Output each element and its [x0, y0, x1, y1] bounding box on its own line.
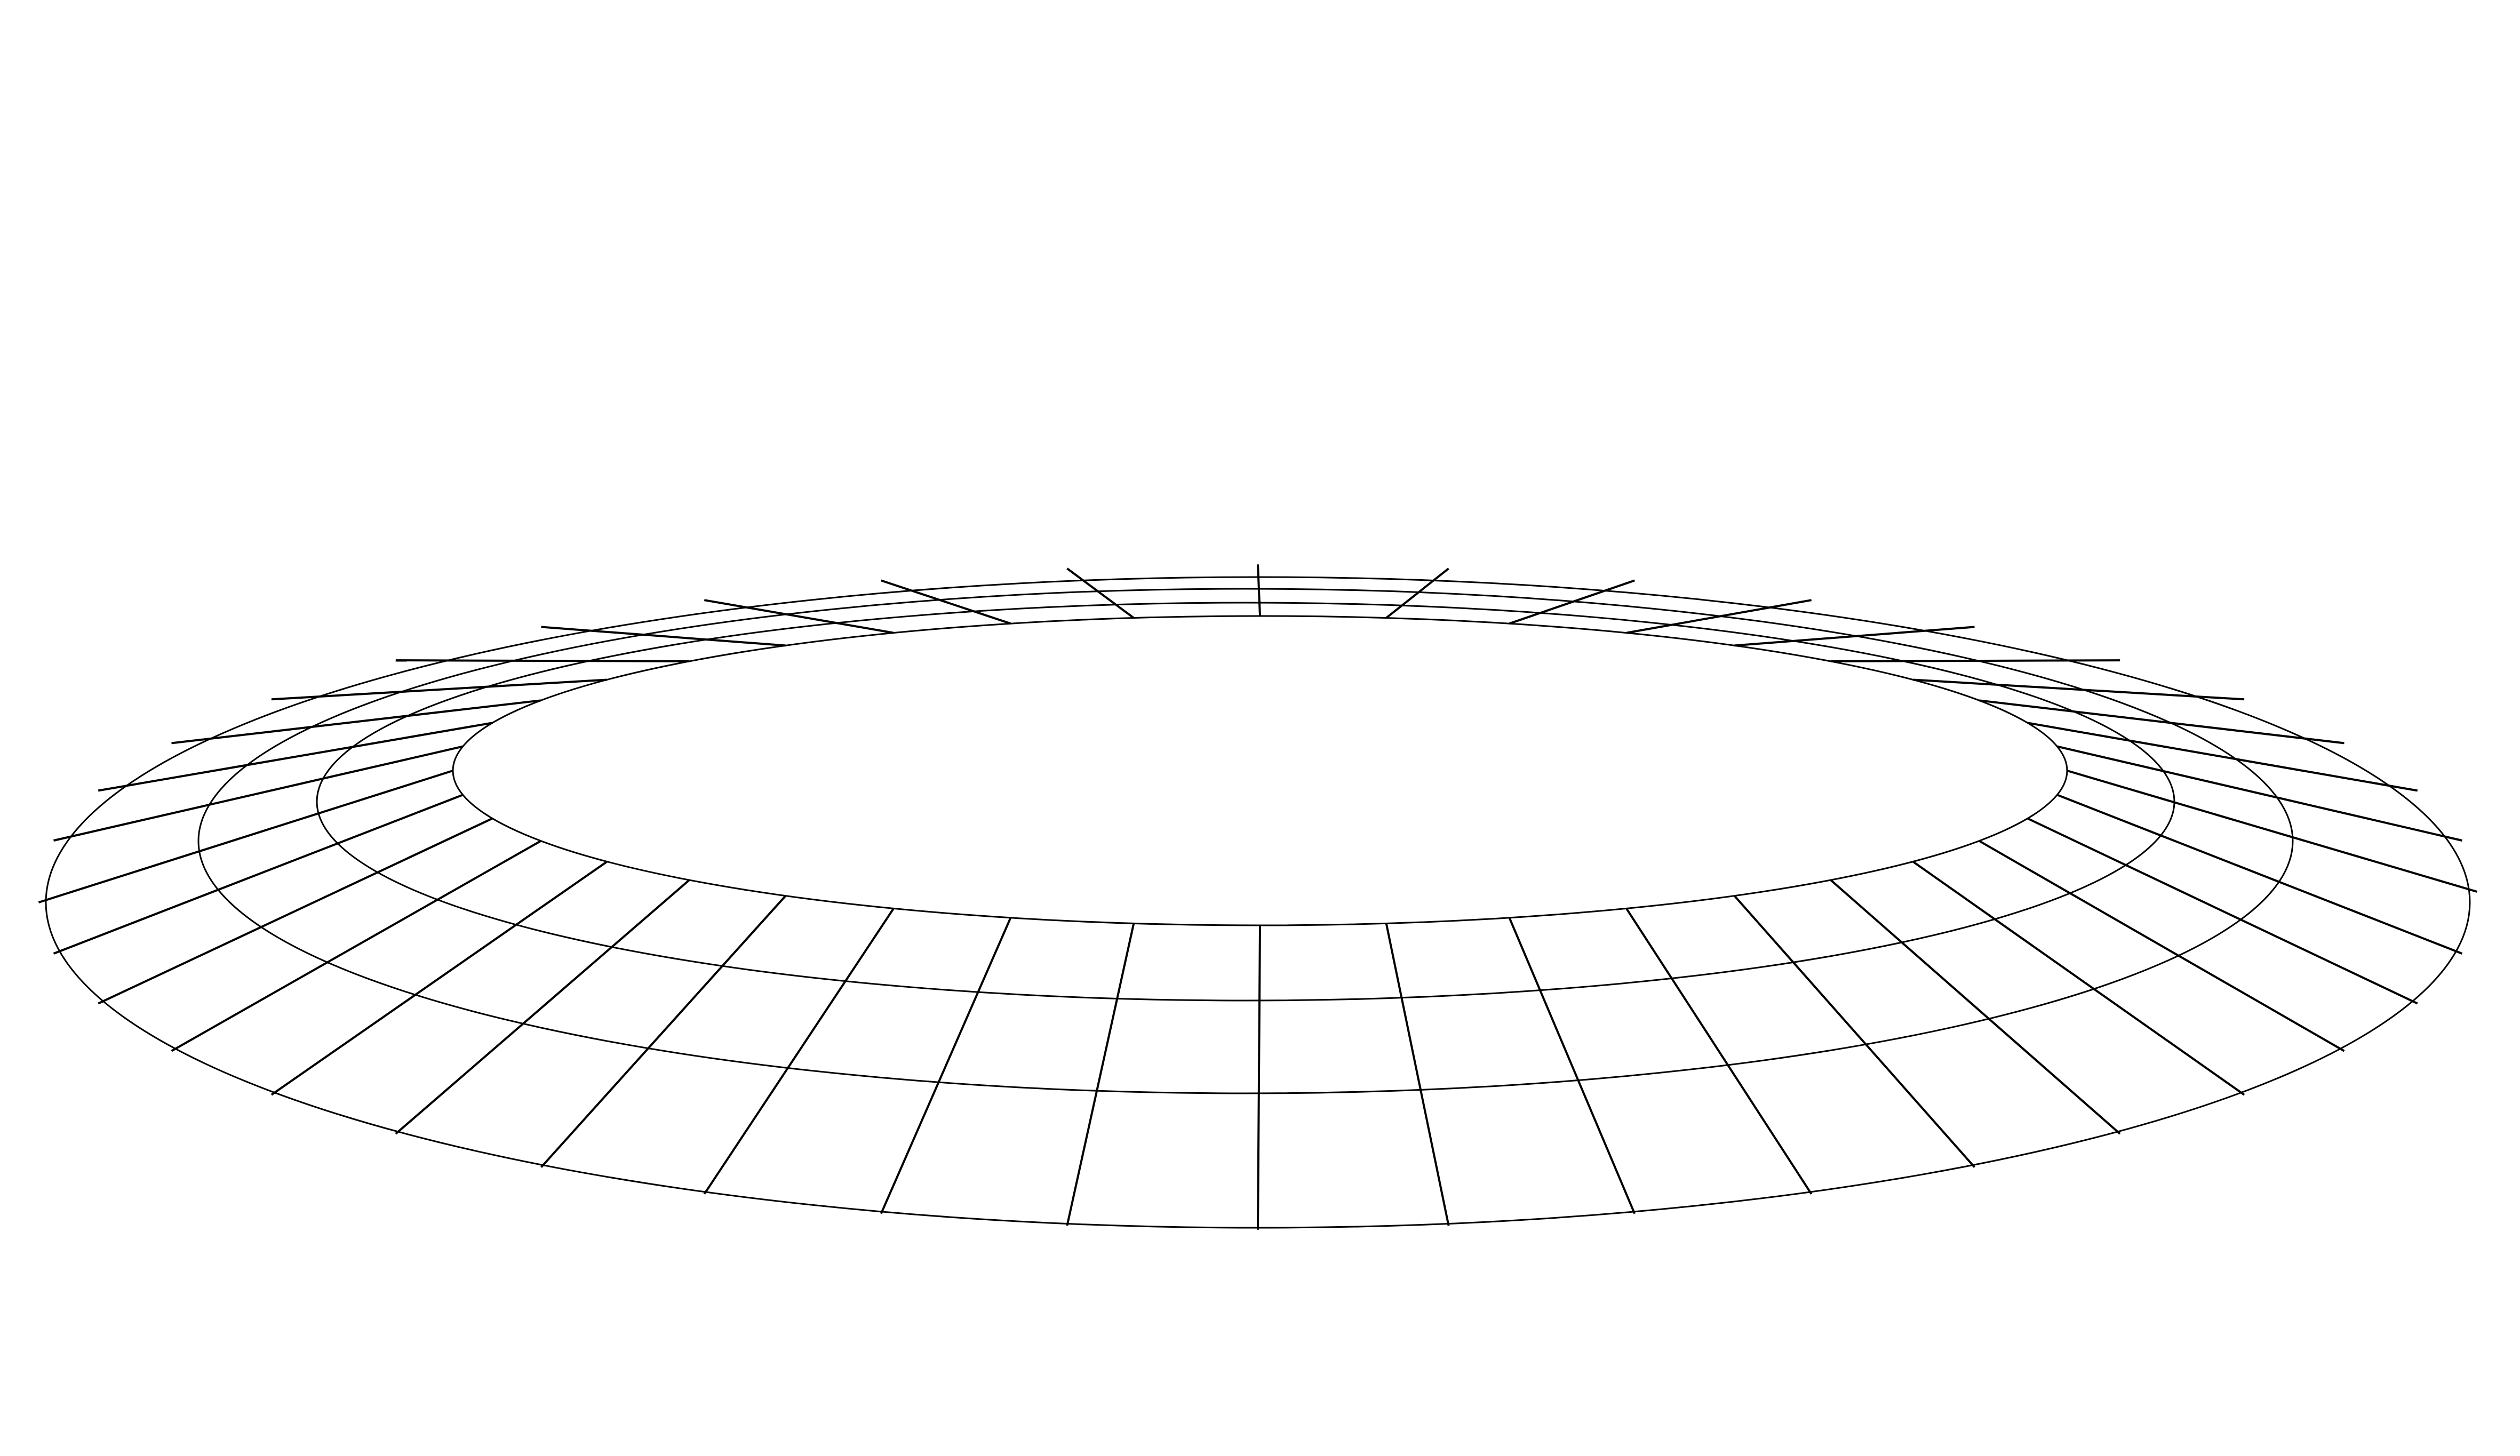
spoke-1 [1257, 925, 1261, 1230]
spoke-11 [38, 770, 453, 903]
spoke-22 [1385, 567, 1449, 619]
spoke-29 [2027, 722, 2418, 792]
ring-3 [197, 588, 2294, 1094]
spoke-10 [53, 794, 464, 955]
spoke-8 [171, 839, 541, 1052]
ring-2 [316, 602, 2175, 1002]
spoke-19 [881, 579, 1011, 625]
ring-1 [452, 615, 2068, 926]
spoke-28 [1979, 699, 2344, 745]
spoke-24 [1626, 599, 1812, 634]
spoke-33 [2027, 817, 2418, 1005]
spoke-16 [395, 659, 690, 662]
spoke-30 [2056, 745, 2462, 842]
spoke-38 [1625, 908, 1813, 1195]
spoke-6 [395, 879, 690, 1135]
spoke-21 [1257, 564, 1261, 617]
spoke-26 [1830, 659, 2120, 662]
spoke-7 [270, 860, 608, 1096]
spoke-31 [2067, 770, 2478, 893]
spoke-3 [880, 917, 1012, 1214]
spoke-5 [540, 895, 787, 1168]
spoke-17 [541, 626, 786, 647]
spoke-15 [271, 678, 608, 701]
spoke-32 [2056, 794, 2463, 955]
spoke-18 [704, 599, 894, 634]
spoke-2 [1066, 923, 1135, 1226]
spoke-27 [1912, 678, 2245, 701]
spoke-20 [1066, 567, 1135, 619]
spoke-23 [1509, 579, 1635, 625]
spoke-14 [171, 699, 541, 745]
spoke-25 [1734, 626, 1975, 647]
spoke-39 [1508, 917, 1636, 1214]
spoke-37 [1733, 895, 1975, 1168]
spokes-group [38, 564, 2478, 1230]
spoke-36 [1830, 879, 2121, 1135]
spoke-13 [98, 722, 493, 792]
spoke-34 [1979, 839, 2345, 1052]
spoke-12 [53, 745, 464, 842]
spoke-40 [1385, 923, 1450, 1226]
spoke-35 [1912, 860, 2245, 1096]
spoke-4 [703, 908, 895, 1195]
spoke-9 [98, 817, 493, 1005]
